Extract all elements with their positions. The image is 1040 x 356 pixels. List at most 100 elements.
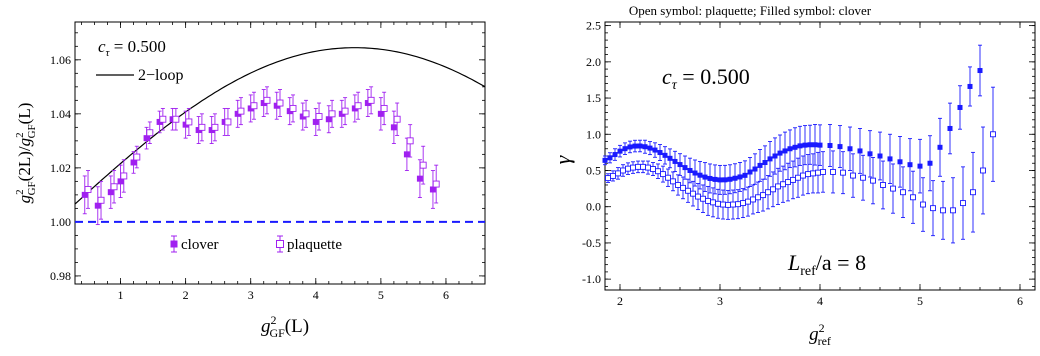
clover-marker	[967, 83, 973, 89]
plaquette-data-point	[880, 160, 886, 210]
clover-marker	[667, 155, 673, 161]
plaquette-data-point	[302, 99, 310, 128]
plaquette-data-point	[605, 173, 611, 183]
clover-data-point	[857, 128, 863, 174]
plaquette-data-point	[146, 121, 154, 144]
plaquette-data-point	[110, 170, 118, 204]
clover-marker	[702, 174, 708, 180]
clover-marker	[947, 125, 953, 131]
clover-data-point	[81, 175, 88, 215]
clover-data-point	[907, 138, 913, 192]
plaquette-marker	[880, 182, 886, 188]
plaquette-data-point	[850, 153, 856, 198]
clover-marker	[977, 68, 983, 74]
plaquette-marker	[630, 164, 636, 171]
plaquette-data-point	[750, 184, 756, 215]
y-tick-label: 1.04	[50, 107, 71, 121]
plaquette-marker	[419, 161, 427, 169]
plaquette-marker	[432, 180, 440, 188]
plaquette-data-point	[645, 160, 651, 175]
clover-marker	[130, 159, 137, 166]
plaquette-data-point	[328, 99, 336, 128]
plaquette-data-point	[860, 154, 866, 201]
plaquette-marker	[785, 179, 791, 186]
clover-data-point	[807, 124, 813, 165]
left-x-axis-label: g2 GF(L)	[261, 313, 309, 340]
plaquette-marker	[685, 187, 691, 194]
plaquette-data-point	[640, 160, 646, 174]
plaquette-marker	[640, 163, 646, 170]
clover-marker	[797, 143, 803, 149]
right-chart-title: Open symbol: plaquette; Filled symbol: c…	[629, 3, 872, 18]
plaquette-data-point	[250, 91, 258, 120]
plaquette-data-point	[120, 159, 128, 193]
plaquette-marker	[695, 193, 701, 200]
plaquette-data-point	[665, 168, 671, 187]
y-tick-label: 1.00	[50, 215, 71, 229]
plaquette-data-point	[380, 91, 388, 126]
clover-data-point	[867, 130, 873, 178]
legend-plaquette-label: plaquette	[287, 237, 342, 253]
plaquette-marker	[250, 102, 258, 110]
legend-two-loop-label: 2−loop	[138, 67, 183, 84]
clover-marker	[107, 189, 114, 196]
clover-marker	[722, 177, 728, 183]
clover-marker	[827, 142, 833, 148]
legend-plaquette: plaquette	[276, 235, 342, 253]
plaquette-marker	[715, 200, 721, 207]
plaquette-marker	[815, 169, 821, 176]
clover-marker	[732, 175, 738, 181]
plaquette-marker	[850, 172, 856, 179]
left-chart: 1 2 3 4 5 6 0.98 1.00 1.02 1.04 1.06 cτ = 0.500 2…	[14, 21, 486, 340]
clover-data-point	[602, 155, 608, 166]
plaquette-marker	[740, 200, 746, 207]
clover-data-point	[637, 139, 643, 153]
plaquette-data-point	[660, 165, 666, 183]
plaquette-data-point	[185, 107, 193, 136]
clover-data-point	[652, 142, 658, 158]
clover-data-point	[94, 186, 101, 226]
clover-data-point	[657, 144, 663, 161]
clover-marker	[817, 142, 823, 148]
plaquette-data-point	[406, 124, 414, 158]
clover-marker	[612, 152, 618, 158]
left-x-ticks: 1 2 3 4 5 6	[81, 22, 473, 302]
y-tick-label: 0.98	[50, 269, 71, 283]
y-tick-label: -0.5	[582, 236, 601, 250]
plaquette-marker	[605, 175, 611, 182]
left-y-ticks: 0.98 1.00 1.02 1.04 1.06	[50, 32, 485, 283]
right-x-axis-label: g2 ref	[809, 321, 831, 348]
plaquette-marker	[800, 172, 806, 179]
right-annotation-lref: Lref/a = 8	[787, 250, 866, 279]
clover-data-point	[667, 148, 673, 169]
plaquette-marker	[635, 163, 641, 170]
clover-data-point	[702, 162, 708, 193]
x-tick-label: 3	[248, 288, 254, 302]
plaquette-data-point	[172, 107, 180, 131]
plaquette-data-point	[900, 166, 906, 219]
plaquette-data-point	[810, 153, 816, 194]
plaquette-marker	[890, 185, 896, 192]
clover-marker	[622, 146, 628, 152]
plaquette-data-point	[354, 91, 362, 120]
plaquette-data-point	[237, 97, 245, 126]
clover-data-point	[947, 102, 953, 155]
clover-marker	[677, 162, 683, 168]
clover-data-point	[737, 161, 743, 192]
plaquette-data-point	[670, 171, 676, 192]
clover-data-point	[622, 142, 628, 155]
clover-marker	[707, 175, 713, 181]
plaquette-marker	[700, 195, 706, 202]
plaquette-marker	[159, 115, 167, 123]
clover-marker	[927, 160, 933, 166]
clover-marker	[837, 144, 843, 150]
clover-data-point	[117, 164, 124, 199]
clover-data-point	[877, 131, 883, 181]
clover-marker	[747, 169, 753, 175]
y-tick-label: 2.5	[586, 19, 601, 33]
clover-marker	[877, 153, 883, 159]
plaquette-data-point	[700, 184, 706, 213]
clover-marker	[847, 146, 853, 152]
clover-data-point	[377, 97, 384, 131]
plaquette-data-point	[650, 162, 656, 177]
